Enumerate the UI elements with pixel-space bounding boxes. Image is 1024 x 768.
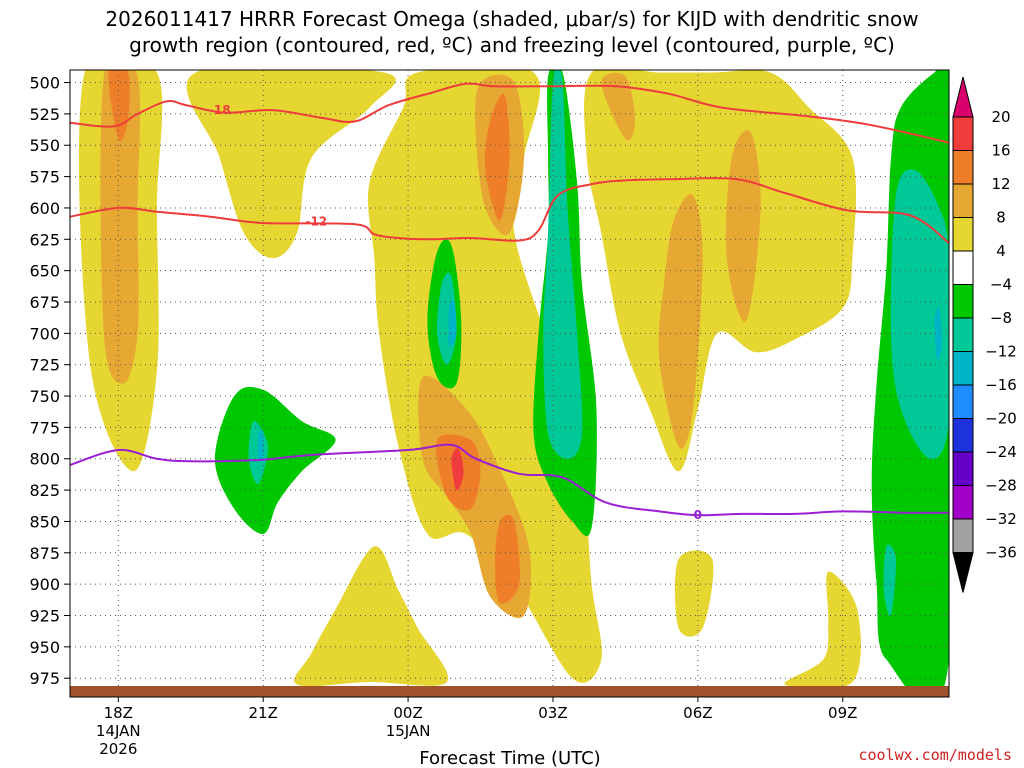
omega-shading	[78, 70, 949, 697]
x-tick-date-00Z: 15JAN	[386, 722, 431, 740]
snow-growth-contour--12	[70, 177, 949, 244]
colorbar-label--28: −28	[985, 477, 1017, 495]
y-tick-label-925: 925	[29, 606, 60, 625]
colorbar-swatch-3	[952, 217, 974, 252]
chart-title-line-2: growth region (contoured, red, ºC) and f…	[129, 33, 895, 57]
x-tick-date-18Z: 14JAN	[96, 722, 141, 740]
colorbar-label-16: 16	[991, 142, 1010, 160]
freezing-level-contour	[70, 443, 949, 517]
y-tick-label-575: 575	[29, 168, 60, 187]
omega-region-4-5	[674, 550, 714, 637]
y-tick-label-875: 875	[29, 544, 60, 563]
colorbar-swatch-10	[952, 451, 974, 486]
x-tick-label-00Z: 00Z	[393, 704, 422, 722]
x-tick-year-18Z: 2026	[99, 740, 137, 758]
omega-region--12-28	[257, 430, 264, 462]
y-tick-label-650: 650	[29, 262, 60, 281]
colorbar-label--32: −32	[985, 510, 1017, 528]
x-tick-label-21Z: 21Z	[248, 704, 277, 722]
omega-region-4-1	[186, 70, 396, 259]
y-tick-label-700: 700	[29, 324, 60, 343]
omega-region-8-11	[658, 194, 703, 449]
y-tick-label-975: 975	[29, 669, 60, 688]
y-tick-label-900: 900	[29, 575, 60, 594]
omega-region--4-20	[214, 386, 336, 535]
omega-region-8-7	[100, 70, 141, 384]
colorbar-top-arrow	[952, 76, 974, 118]
colorbar-label--8: −8	[990, 309, 1012, 327]
colorbar-swatch-0	[952, 116, 974, 151]
snow-growth-contour--18	[70, 82, 949, 144]
colorbar-bottom-arrow	[952, 552, 974, 593]
colorbar-swatch-1	[952, 150, 974, 185]
colorbar-swatch-7	[952, 351, 974, 386]
omega-region--12-29	[934, 307, 942, 360]
contour-labels: -18 -12 0	[209, 103, 702, 522]
omega-region-12-16	[495, 514, 520, 604]
contour-label--18: -18	[209, 103, 231, 117]
y-tick-label-600: 600	[29, 199, 60, 218]
omega-region-4-2	[367, 70, 602, 683]
colorbar-swatch-6	[952, 317, 974, 352]
x-tick-label-09Z: 09Z	[828, 704, 857, 722]
x-tick-label-18Z: 18Z	[104, 704, 133, 722]
plot-frame	[69, 69, 950, 698]
y-tick-label-675: 675	[29, 293, 60, 312]
colorbar-swatch-9	[952, 418, 974, 453]
y-tick-label-800: 800	[29, 450, 60, 469]
colorbar-label-4: 4	[996, 242, 1006, 260]
y-tick-label-750: 750	[29, 387, 60, 406]
y-tick-label-825: 825	[29, 481, 60, 500]
y-tick-label-625: 625	[29, 230, 60, 249]
colorbar-label-20: 20	[991, 108, 1010, 126]
colorbar-swatch-5	[952, 284, 974, 319]
site-credit: coolwx.com/models	[858, 746, 1012, 764]
omega-region-12-14	[484, 93, 510, 221]
omega-region-4-6	[784, 571, 861, 690]
y-axis-ticks: 500 525 550 575 600 625 650 675 700 725 750 775 800 8…	[29, 74, 70, 688]
x-tick-label-06Z: 06Z	[683, 704, 712, 722]
x-tick-label-03Z: 03Z	[538, 704, 567, 722]
y-tick-label-775: 775	[29, 418, 60, 437]
temperature-contours	[70, 82, 949, 517]
omega-region-4-4	[294, 546, 449, 687]
colorbar-label--36: −36	[985, 544, 1017, 562]
y-tick-label-525: 525	[29, 105, 60, 124]
x-axis-label: Forecast Time (UTC)	[419, 748, 600, 768]
omega-region-8-10	[601, 72, 636, 141]
y-tick-label-950: 950	[29, 638, 60, 657]
colorbar-swatch-4	[952, 250, 974, 285]
omega-region--8-25	[890, 169, 949, 460]
colorbar-label-12: 12	[991, 175, 1010, 193]
y-tick-label-500: 500	[29, 74, 60, 93]
y-tick-label-550: 550	[29, 136, 60, 155]
colorbar-label--4: −4	[990, 276, 1012, 294]
colorbar-swatch-2	[952, 183, 974, 218]
colorbar: 20 16 12 8 4 −4 −8 −12 −16 −20 −24 −28 −32 −36	[952, 76, 1017, 593]
colorbar-label--20: −20	[985, 410, 1017, 428]
colorbar-label--24: −24	[985, 443, 1017, 461]
colorbar-swatch-11	[952, 485, 974, 520]
omega-region--8-26	[883, 544, 897, 617]
colorbar-label-8: 8	[996, 209, 1006, 227]
terrain-ground	[70, 686, 949, 697]
colorbar-label--12: −12	[985, 343, 1017, 361]
colorbar-label--16: −16	[985, 376, 1017, 394]
colorbar-swatch-8	[952, 384, 974, 419]
y-tick-label-850: 850	[29, 512, 60, 531]
omega-region--8-22	[543, 70, 583, 459]
chart-title-line-1: 2026011417 HRRR Forecast Omega (shaded, …	[105, 7, 918, 31]
freezing-level-label: 0	[694, 508, 702, 522]
colorbar-swatch-12	[952, 518, 974, 553]
omega-region--12-27	[448, 300, 457, 347]
y-tick-label-725: 725	[29, 356, 60, 375]
contour-label--12: -12	[305, 215, 327, 229]
